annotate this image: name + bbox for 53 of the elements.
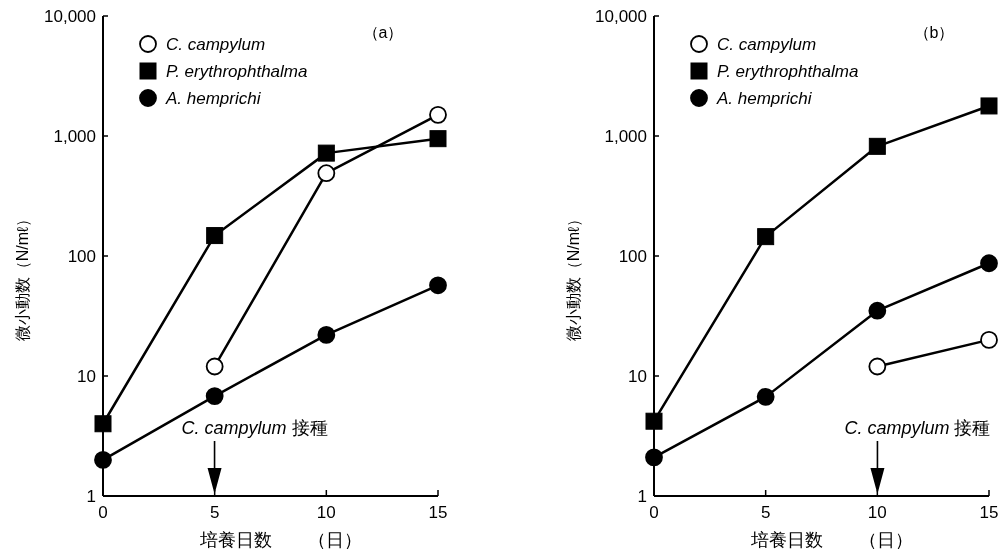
point [429,130,447,148]
point [317,326,336,344]
x-tick-label: 5 [760,503,771,522]
x-tick-label: 0 [649,503,659,522]
point [645,412,663,430]
text: （b） [913,24,955,41]
point [868,301,887,320]
point [94,415,112,433]
y-tick-label: 100 [618,247,647,266]
y-tick-label: 1 [637,487,647,506]
x-tick-label: 10 [867,503,887,522]
point [980,97,998,115]
y-axis-title: 微小動数（N/mℓ） [14,210,31,342]
y-tick-label: 10,000 [44,7,96,26]
legend-label: P. erythrophthalma [166,62,308,81]
y-tick-label: 1,000 [53,127,96,146]
annotation: C. campylum 接種 [181,418,328,438]
y-tick-label: 1,000 [604,127,647,146]
point [868,137,886,155]
y-tick-label: 100 [67,247,96,266]
point [205,357,224,376]
legend-label: C. campylum [166,35,266,54]
y-axis-title: 微小動数（N/mℓ） [565,210,582,342]
x-tick-label: 5 [209,503,220,522]
legend-label: A. hemprichi [165,89,262,108]
point [317,144,335,162]
point [980,254,998,273]
legend-label: A. hemprichi [716,89,813,108]
point [645,448,663,467]
x-axis-title: 培養日数 （日） [198,530,362,550]
x-tick-label: 0 [98,503,108,522]
point [757,228,775,246]
point [317,164,336,183]
y-tick-label: 1 [86,487,96,506]
point [980,330,998,349]
x-tick-label: 10 [316,503,336,522]
annotation: C. campylum 接種 [844,418,991,438]
point [94,450,112,469]
point [429,105,447,124]
x-tick-label: 15 [979,503,999,522]
x-tick-label: 15 [428,503,448,522]
x-axis-title: 培養日数 （日） [749,530,913,550]
y-tick-label: 10 [77,367,96,386]
legend-label: C. campylum [717,35,817,54]
y-tick-label: 10 [628,367,647,386]
text: （a） [362,24,404,41]
point [206,227,224,245]
point [756,387,775,406]
point [205,387,224,405]
point [868,357,887,376]
y-tick-label: 10,000 [595,7,647,26]
legend-label: P. erythrophthalma [717,62,859,81]
point [429,276,447,295]
